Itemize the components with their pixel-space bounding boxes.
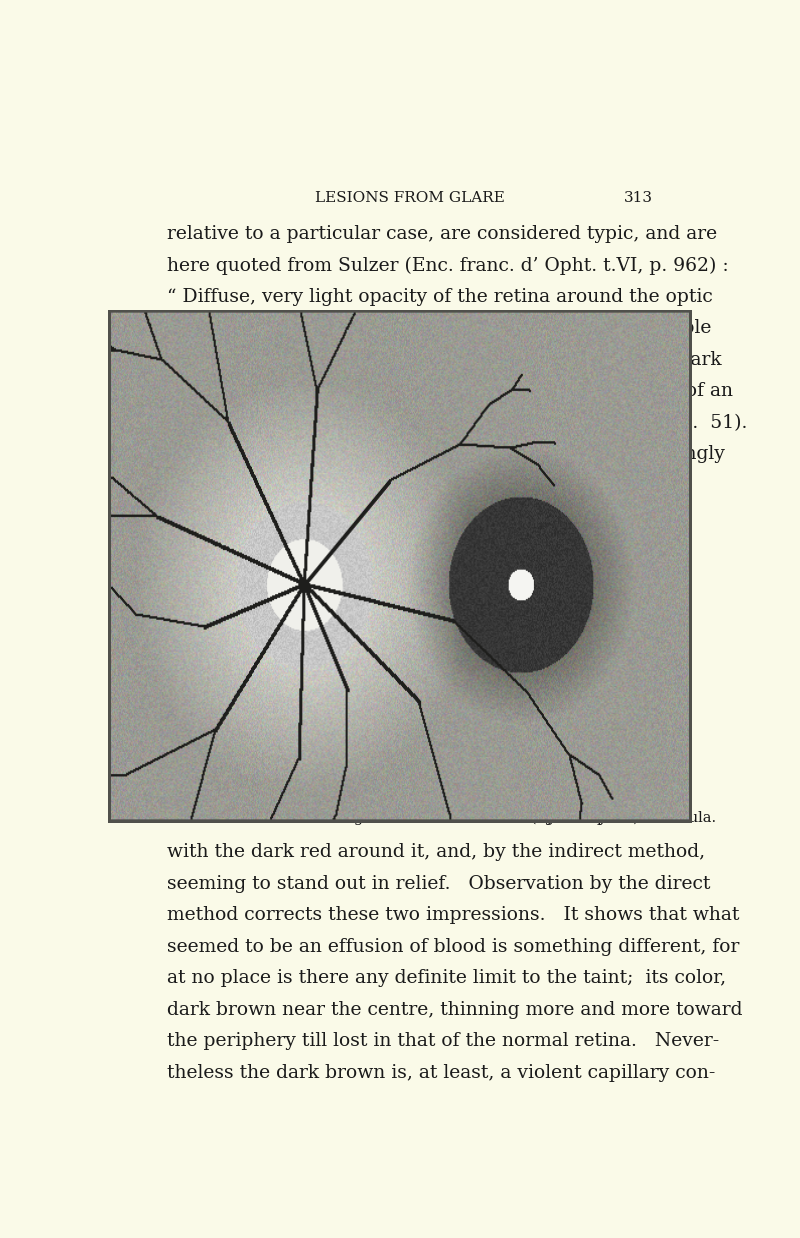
Text: method corrects these two impressions.   It shows that what: method corrects these two impressions. I… <box>167 906 739 925</box>
Text: seemed to be an effusion of blood is something different, for: seemed to be an effusion of blood is som… <box>167 938 739 956</box>
Text: with the dark red around it, and, by the indirect method,: with the dark red around it, and, by the… <box>167 843 705 862</box>
Text: 313: 313 <box>624 191 653 204</box>
Text: red, and, by the indirect method, seems to be the seat of an: red, and, by the indirect method, seems … <box>167 383 733 400</box>
Text: disc, like a thin vapor over the vessels;  hardly noticeable: disc, like a thin vapor over the vessels… <box>167 319 711 337</box>
Text: relative to a particular case, are considered typic, and are: relative to a particular case, are consi… <box>167 225 717 243</box>
Text: “ Diffuse, very light opacity of the retina around the optic: “ Diffuse, very light opacity of the ret… <box>167 287 713 306</box>
Text: Fig. 51.—Effects of intense glare upon the macula.: Fig. 51.—Effects of intense glare upon t… <box>338 811 716 825</box>
Text: LESIONS FROM GLARE: LESIONS FROM GLARE <box>315 191 505 204</box>
Text: dark brown near the centre, thinning more and more toward: dark brown near the centre, thinning mor… <box>167 1000 742 1019</box>
Text: (After Dufour.): (After Dufour.) <box>531 811 639 826</box>
Text: theless the dark brown is, at least, a violent capillary con-: theless the dark brown is, at least, a v… <box>167 1063 715 1082</box>
Text: except at the side toward the macula.   The macula is dark: except at the side toward the macula. Th… <box>167 350 722 369</box>
Text: seeming to stand out in relief.   Observation by the direct: seeming to stand out in relief. Observat… <box>167 875 710 893</box>
Text: effusion  of  blood  about  the  size  of  the  papilla  (Fig.  51).: effusion of blood about the size of the … <box>167 413 747 432</box>
Text: the periphery till lost in that of the normal retina.   Never-: the periphery till lost in that of the n… <box>167 1032 719 1050</box>
Text: Its centre is occupied by a white spot, contrasting strongly: Its centre is occupied by a white spot, … <box>167 444 725 463</box>
Text: here quoted from Sulzer (Enc. franc. d’ Opht. t.VI, p. 962) :: here quoted from Sulzer (Enc. franc. d’ … <box>167 256 729 275</box>
Text: at no place is there any definite limit to the taint;  its color,: at no place is there any definite limit … <box>167 969 726 988</box>
